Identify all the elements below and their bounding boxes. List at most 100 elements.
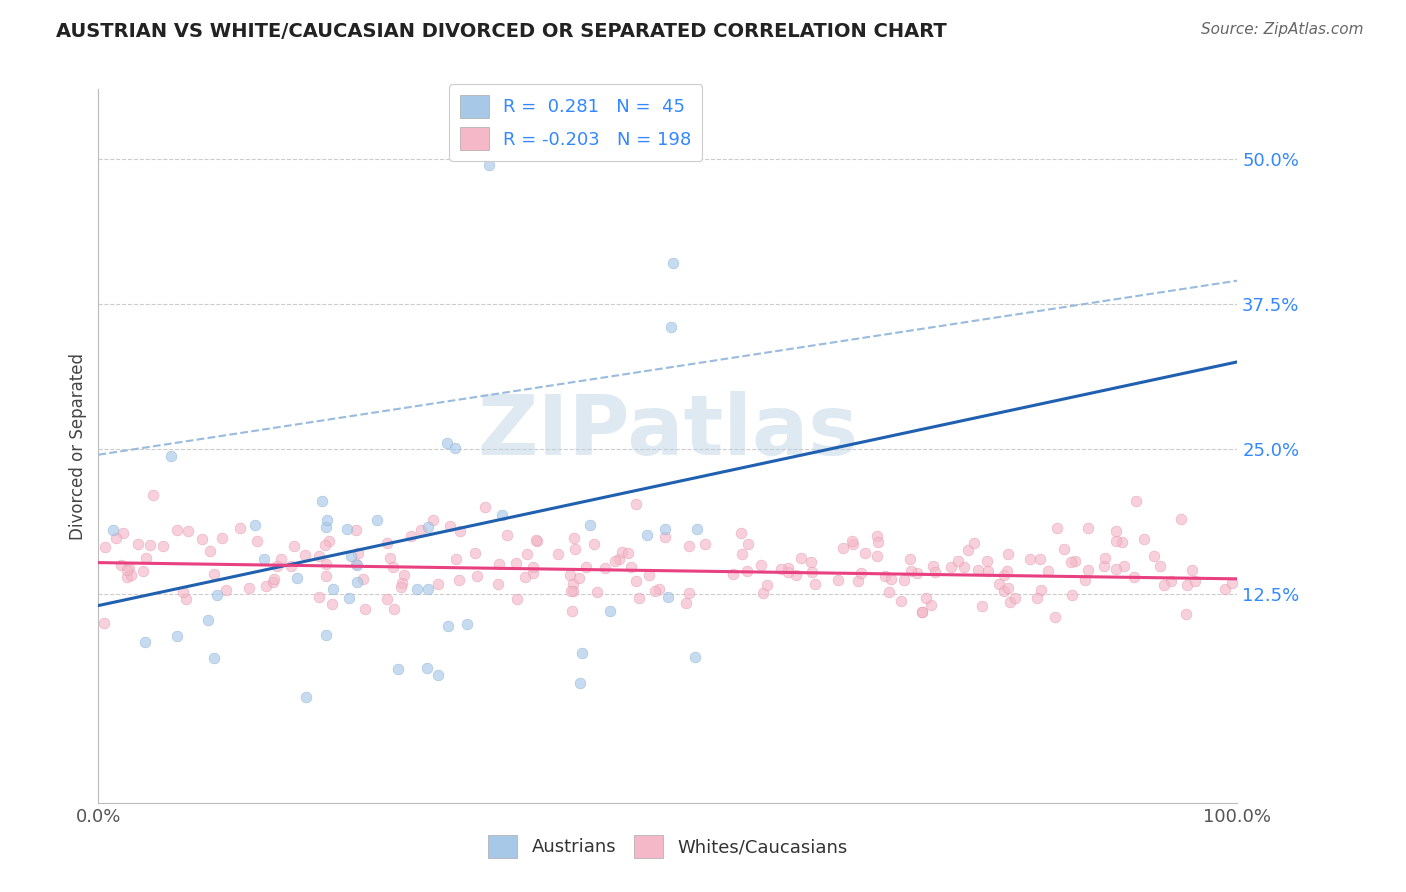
Point xyxy=(152,539,174,553)
Point xyxy=(474,500,496,514)
Point xyxy=(389,580,412,594)
Point xyxy=(976,564,998,578)
Point xyxy=(263,572,285,586)
Point xyxy=(564,541,586,556)
Point xyxy=(505,557,527,571)
Point xyxy=(801,565,824,579)
Point xyxy=(1220,576,1243,591)
Point xyxy=(866,534,889,549)
Point xyxy=(595,561,617,575)
Point xyxy=(254,579,277,593)
Point xyxy=(617,546,640,560)
Point xyxy=(562,532,585,546)
Point xyxy=(94,540,117,554)
Point xyxy=(636,528,658,542)
Point xyxy=(280,559,302,574)
Point xyxy=(346,558,368,572)
Point xyxy=(1160,574,1182,588)
Point xyxy=(110,558,132,573)
Point xyxy=(285,571,308,585)
Point xyxy=(513,570,536,584)
Point xyxy=(166,524,188,538)
Point xyxy=(987,576,1010,591)
Point xyxy=(900,564,922,578)
Point xyxy=(416,661,439,675)
Point xyxy=(315,557,337,571)
Point xyxy=(198,544,221,558)
Point xyxy=(560,584,582,599)
Point xyxy=(382,559,405,574)
Point xyxy=(785,568,807,582)
Point xyxy=(693,537,716,551)
Point xyxy=(877,585,900,599)
Point xyxy=(568,571,591,585)
Point xyxy=(496,528,519,542)
Point xyxy=(1184,574,1206,588)
Point xyxy=(749,558,772,573)
Point xyxy=(657,591,679,605)
Point xyxy=(569,676,592,690)
Point xyxy=(898,551,921,566)
Point xyxy=(1125,494,1147,508)
Point xyxy=(776,561,799,575)
Point xyxy=(735,564,758,578)
Point xyxy=(1000,595,1022,609)
Point xyxy=(134,635,156,649)
Point xyxy=(731,547,754,561)
Point xyxy=(166,629,188,643)
Point xyxy=(890,594,912,608)
Point xyxy=(207,588,229,602)
Point xyxy=(315,520,337,534)
Point xyxy=(841,534,863,549)
Point xyxy=(1143,549,1166,564)
Point xyxy=(997,564,1019,578)
Point xyxy=(1111,534,1133,549)
Point xyxy=(832,541,855,556)
Point xyxy=(401,529,423,543)
Point xyxy=(585,584,607,599)
Point xyxy=(924,565,946,579)
Point xyxy=(486,577,509,591)
Point xyxy=(849,566,872,580)
Point xyxy=(387,662,409,676)
Point xyxy=(1149,559,1171,574)
Point xyxy=(526,533,548,548)
Point xyxy=(506,592,529,607)
Point xyxy=(605,554,627,568)
Point xyxy=(1104,524,1126,538)
Point xyxy=(262,574,284,589)
Point xyxy=(491,508,513,523)
Point xyxy=(382,602,405,616)
Point xyxy=(522,559,544,574)
Point xyxy=(1114,558,1136,573)
Point xyxy=(654,530,676,544)
Point xyxy=(172,584,194,599)
Point xyxy=(418,582,440,596)
Point xyxy=(266,559,288,574)
Point xyxy=(344,557,367,571)
Point xyxy=(322,582,344,596)
Point xyxy=(436,436,458,450)
Point xyxy=(321,598,343,612)
Point xyxy=(464,546,486,560)
Point xyxy=(215,582,238,597)
Point xyxy=(997,581,1019,595)
Point xyxy=(197,613,219,627)
Point xyxy=(467,569,489,583)
Point xyxy=(283,540,305,554)
Point xyxy=(730,525,752,540)
Point xyxy=(920,599,942,613)
Text: AUSTRIAN VS WHITE/CAUCASIAN DIVORCED OR SEPARATED CORRELATION CHART: AUSTRIAN VS WHITE/CAUCASIAN DIVORCED OR … xyxy=(56,22,948,41)
Point xyxy=(117,570,139,584)
Point xyxy=(561,583,583,598)
Point xyxy=(1026,591,1049,605)
Point xyxy=(315,513,337,527)
Point xyxy=(211,532,233,546)
Point xyxy=(202,650,225,665)
Point xyxy=(118,561,141,575)
Point xyxy=(375,536,398,550)
Point xyxy=(132,564,155,578)
Point xyxy=(875,569,897,583)
Point xyxy=(1104,561,1126,575)
Point xyxy=(683,650,706,665)
